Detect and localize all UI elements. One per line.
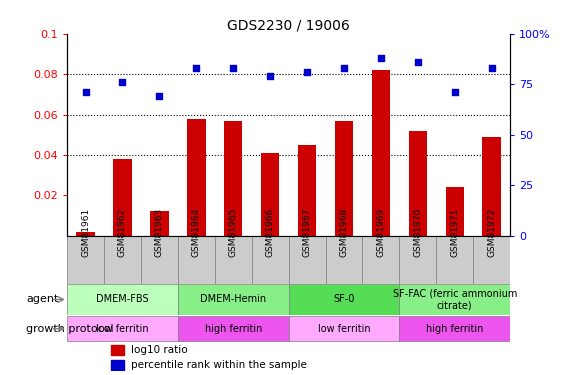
Bar [372, 70, 390, 236]
Title: GDS2230 / 19006: GDS2230 / 19006 [227, 19, 350, 33]
Bar [178, 236, 215, 284]
Bar [150, 211, 168, 236]
Bar [224, 121, 243, 236]
Point [81, 89, 90, 95]
Bar [187, 118, 205, 236]
Point [376, 55, 385, 61]
Bar [252, 236, 289, 284]
Bar [141, 236, 178, 284]
Point [339, 65, 349, 71]
Bar [111, 360, 124, 370]
Text: GSM81961: GSM81961 [81, 208, 90, 257]
Text: GSM81972: GSM81972 [487, 208, 496, 257]
Bar [289, 316, 399, 342]
Text: low ferritin: low ferritin [96, 324, 149, 334]
Bar [298, 145, 316, 236]
Bar [215, 236, 252, 284]
Point [192, 65, 201, 71]
Text: GSM81965: GSM81965 [229, 208, 238, 257]
Text: agent: agent [26, 294, 59, 304]
Text: DMEM-FBS: DMEM-FBS [96, 294, 149, 304]
Text: GSM81971: GSM81971 [450, 208, 459, 257]
Text: GSM81964: GSM81964 [192, 208, 201, 257]
Bar [67, 316, 178, 342]
Bar [261, 153, 279, 236]
Text: GSM81963: GSM81963 [155, 208, 164, 257]
Bar [399, 316, 510, 342]
Bar [76, 232, 94, 236]
Bar [67, 236, 104, 284]
Point [487, 65, 496, 71]
Bar [363, 236, 399, 284]
Point [265, 73, 275, 79]
Point [450, 89, 459, 95]
Bar [67, 284, 178, 315]
Bar [325, 236, 363, 284]
Text: low ferritin: low ferritin [318, 324, 370, 334]
Bar [409, 131, 427, 236]
Bar [113, 159, 132, 236]
Point [303, 69, 312, 75]
Bar [445, 187, 464, 236]
Point [229, 65, 238, 71]
Bar [399, 236, 436, 284]
Text: GSM81968: GSM81968 [339, 208, 349, 257]
Text: GSM81966: GSM81966 [266, 208, 275, 257]
Text: high ferritin: high ferritin [205, 324, 262, 334]
Bar [483, 137, 501, 236]
Text: DMEM-Hemin: DMEM-Hemin [200, 294, 266, 304]
Bar [436, 236, 473, 284]
Text: GSM81970: GSM81970 [413, 208, 422, 257]
Text: SF-FAC (ferric ammonium
citrate): SF-FAC (ferric ammonium citrate) [392, 289, 517, 310]
Text: log10 ratio: log10 ratio [131, 345, 188, 355]
Point [154, 93, 164, 99]
Text: growth protocol: growth protocol [26, 324, 114, 334]
Bar [104, 236, 141, 284]
Bar [473, 236, 510, 284]
Text: GSM81962: GSM81962 [118, 208, 127, 257]
Bar [178, 316, 289, 342]
Text: high ferritin: high ferritin [426, 324, 483, 334]
Point [118, 79, 127, 85]
Text: GSM81967: GSM81967 [303, 208, 311, 257]
Text: percentile rank within the sample: percentile rank within the sample [131, 360, 307, 370]
Bar [289, 284, 399, 315]
Text: GSM81969: GSM81969 [377, 208, 385, 257]
Bar [289, 236, 325, 284]
Bar [111, 345, 124, 355]
Point [413, 59, 423, 65]
Text: SF-0: SF-0 [333, 294, 354, 304]
Bar [399, 284, 510, 315]
Bar [335, 121, 353, 236]
Bar [178, 284, 289, 315]
